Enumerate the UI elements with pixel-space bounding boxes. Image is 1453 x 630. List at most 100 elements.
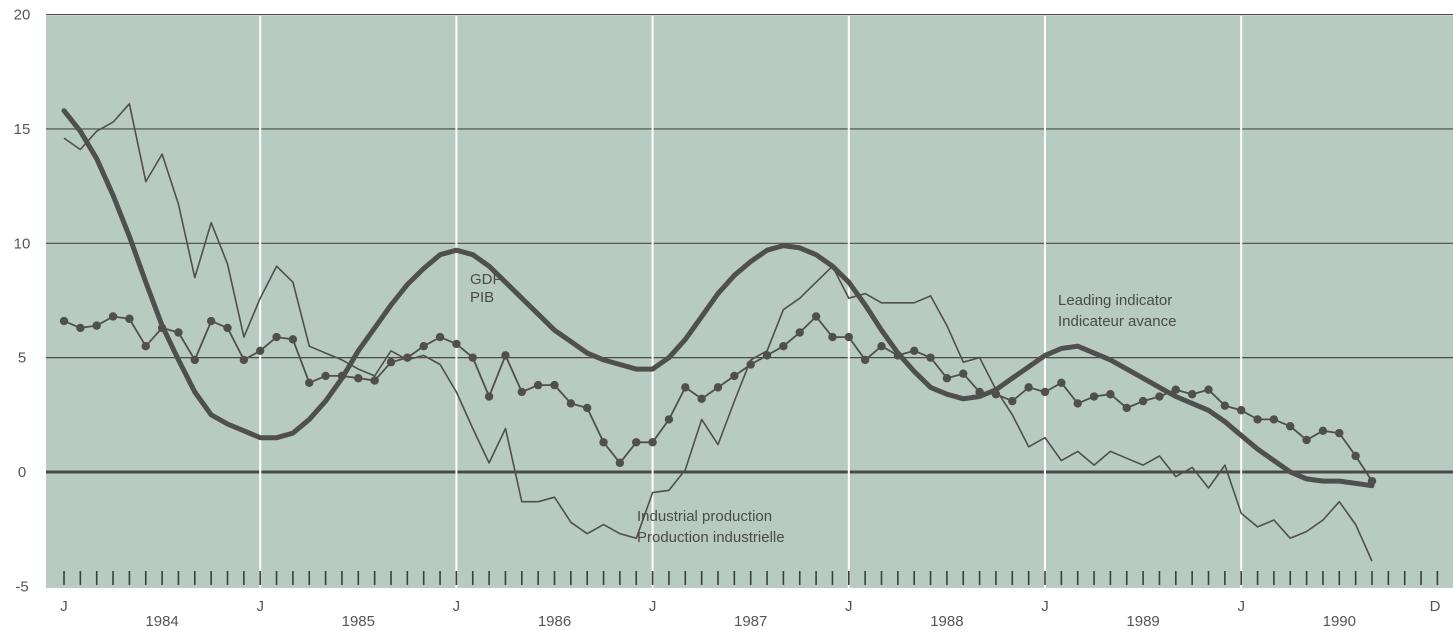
gdp-point — [125, 314, 134, 323]
gdp-point — [517, 387, 526, 397]
gdp-point — [664, 415, 674, 424]
x-axis-year-labels: 1984 1985 1986 1987 1988 1989 1990 — [145, 613, 1356, 630]
industrial-production-label-en: Industrial production — [637, 508, 772, 525]
gdp-point — [272, 332, 281, 342]
gdp-point — [1318, 426, 1328, 436]
gdp-point — [1220, 401, 1230, 410]
gdp-point — [1302, 435, 1311, 445]
gdp-point — [648, 438, 657, 447]
x-tick-label: J — [1237, 598, 1245, 615]
year-label: 1988 — [930, 613, 963, 630]
gdp-point — [1122, 403, 1131, 413]
gdp-point — [762, 351, 772, 360]
gdp-point — [1138, 396, 1148, 406]
gdp-point — [583, 403, 592, 413]
year-label: 1985 — [342, 613, 375, 630]
month-tick-marks — [63, 571, 1439, 585]
y-tick-label: 0 — [18, 464, 26, 481]
gdp-point — [615, 458, 625, 468]
leading-indicator-label-fr: Indicateur avance — [1058, 313, 1176, 330]
gdp-point — [1008, 396, 1017, 406]
gdp-point — [1155, 392, 1164, 401]
grid — [46, 13, 1453, 588]
gdp-point — [354, 374, 363, 383]
gdp-point — [239, 355, 249, 365]
industrial-production-line — [63, 103, 1373, 562]
gdp-point — [1024, 383, 1033, 392]
gdp-point — [141, 342, 150, 351]
gdp-point — [1089, 392, 1099, 401]
industrial-production-series — [63, 103, 1373, 562]
gdp-point — [370, 376, 379, 385]
gdp-point — [435, 332, 445, 342]
gdp-series — [59, 312, 1377, 486]
x-tick-label: J — [453, 598, 461, 615]
gdp-point — [942, 374, 952, 383]
gdp-point — [256, 346, 265, 355]
gdp-point — [1171, 385, 1181, 394]
gdp-point — [1040, 387, 1050, 397]
gdp-point — [59, 316, 69, 326]
year-label: 1989 — [1126, 613, 1159, 630]
gdp-point — [550, 380, 559, 390]
gdp-point — [288, 335, 298, 344]
gdp-point — [746, 360, 755, 369]
gdp-point — [403, 353, 412, 362]
gdp-point — [959, 369, 968, 378]
y-tick-label: 10 — [14, 235, 31, 252]
gdp-point — [206, 316, 216, 326]
plot-background — [46, 16, 1453, 588]
gdp-point — [1237, 406, 1246, 415]
y-tick-label: 20 — [14, 7, 31, 24]
gdp-point — [844, 332, 853, 342]
gdp-point — [321, 371, 330, 381]
gdp-point — [533, 380, 543, 390]
year-label: 1986 — [538, 613, 571, 630]
gdp-point — [501, 351, 510, 360]
gdp-point — [1106, 390, 1115, 399]
gdp-point — [828, 332, 837, 342]
industrial-production-label-fr: Production industrielle — [637, 529, 785, 546]
gdp-point — [484, 392, 494, 401]
gdp-point — [1286, 422, 1295, 431]
gdp-label-fr: PIB — [470, 289, 494, 306]
gdp-point — [386, 358, 396, 367]
year-label: 1984 — [145, 613, 178, 630]
gdp-point — [174, 328, 183, 337]
gdp-point — [910, 346, 919, 355]
gdp-point — [599, 438, 608, 447]
x-tick-label: J — [256, 598, 264, 615]
gdp-point — [76, 323, 85, 333]
y-axis-tick-labels: -5 0 5 10 15 20 — [14, 7, 31, 596]
gdp-point — [1335, 428, 1344, 438]
gdp-point — [92, 321, 101, 330]
gdp-point — [697, 394, 706, 404]
x-tick-label: J — [845, 598, 853, 615]
gdp-point — [1351, 451, 1360, 461]
gdp-point — [419, 342, 428, 351]
leading-indicator-line — [61, 108, 1375, 489]
gdp-point — [795, 328, 804, 337]
leading-indicator-label-en: Leading indicator — [1058, 292, 1172, 309]
gdp-point — [779, 342, 788, 351]
gdp-point — [566, 399, 576, 408]
y-tick-label: -5 — [15, 578, 28, 595]
gdp-point — [468, 353, 477, 362]
gdp-point — [811, 312, 821, 321]
x-tick-label: J — [60, 598, 68, 615]
gdp-point — [108, 312, 118, 321]
gdp-point — [926, 353, 935, 362]
y-tick-label: 15 — [14, 121, 31, 138]
gdp-point — [190, 355, 199, 365]
gdp-point — [1187, 390, 1197, 399]
gdp-point — [860, 355, 870, 365]
gdp-point — [305, 378, 314, 388]
gdp-label-en: GDP — [470, 271, 503, 288]
gdp-point — [452, 339, 461, 349]
x-tick-label: D — [1430, 598, 1441, 615]
x-tick-label: J — [649, 598, 657, 615]
gdp-point — [1269, 415, 1279, 424]
gdp-point — [223, 323, 232, 333]
